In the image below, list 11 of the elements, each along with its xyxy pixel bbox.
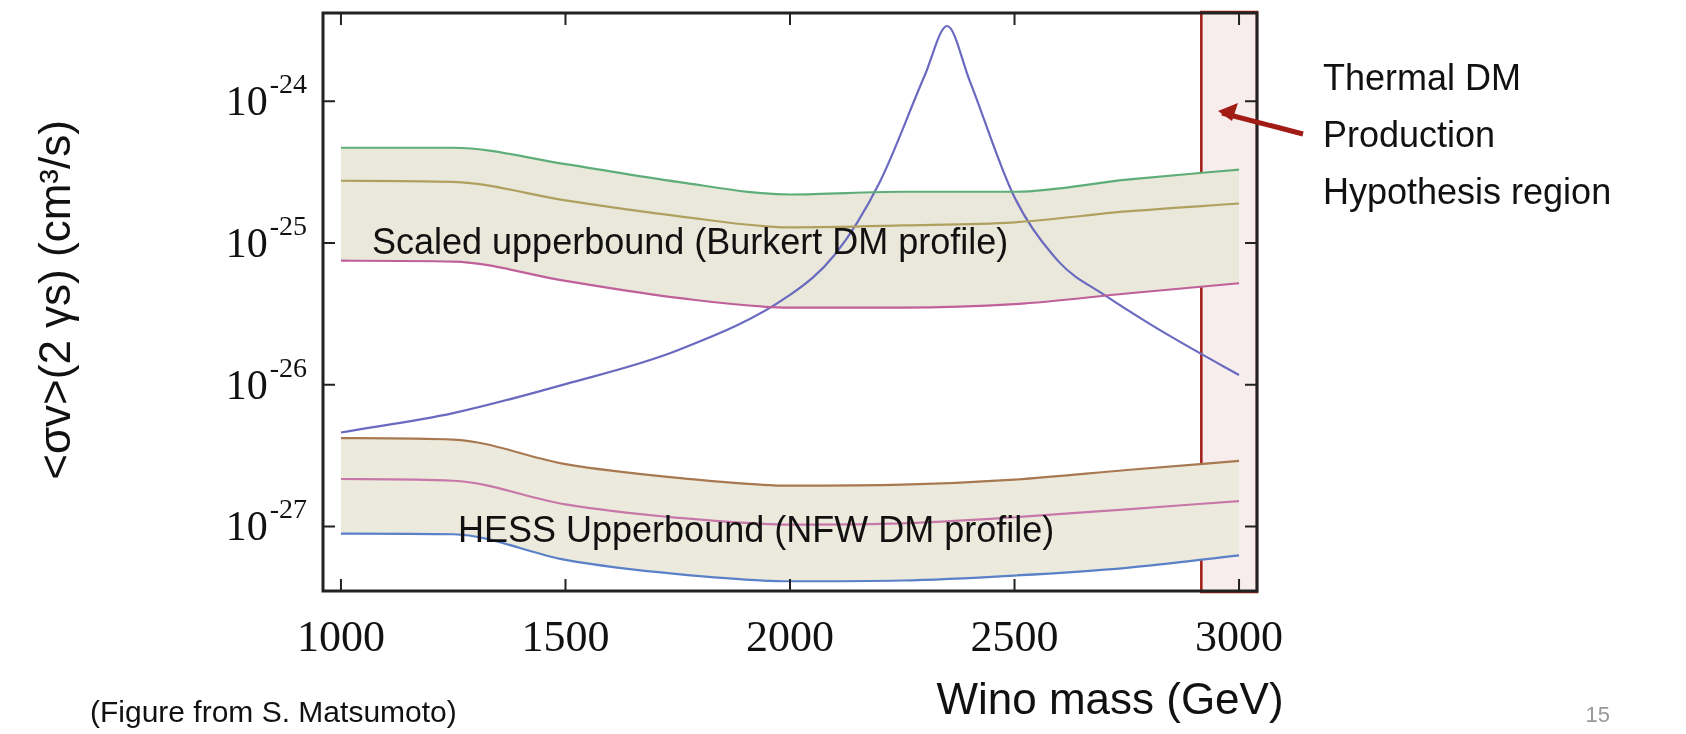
x-tick-label: 2000 (746, 611, 834, 661)
x-tick-label: 1000 (296, 611, 385, 661)
text: (Figure from S. Matsumoto) (90, 695, 457, 728)
y-axis-title: <σv>(2 γs) (cm³/s) (30, 120, 80, 480)
text: 15 (1585, 702, 1610, 727)
x-axis-title: Wino mass (GeV) (936, 674, 1284, 724)
x-tick-label: 2500 (970, 611, 1059, 661)
annotation: HESS Upperbound (NFW DM profile) (458, 509, 1055, 550)
x-tick-label: 3000 (1195, 611, 1284, 661)
x-tick-label: 1500 (521, 611, 610, 661)
band-label: Thermal DM Production Hypothesis region (1323, 56, 1612, 212)
